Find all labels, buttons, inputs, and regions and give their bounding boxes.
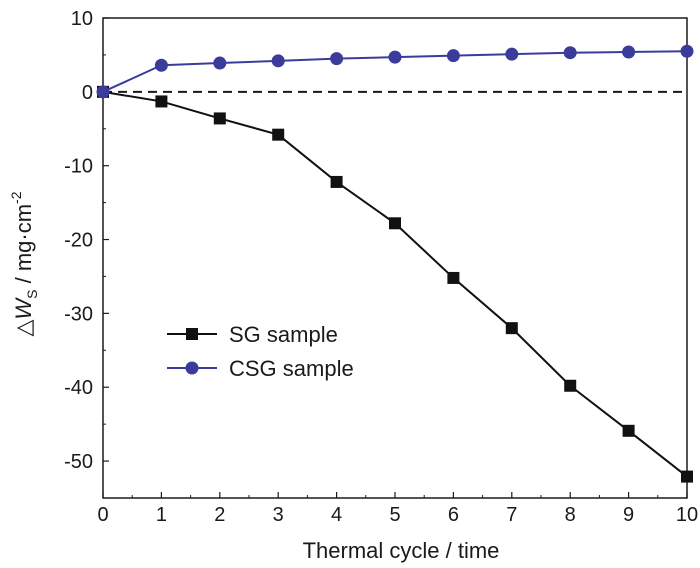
- legend-entry-sg: SG sample: [167, 322, 338, 347]
- x-tick-label: 9: [623, 504, 634, 526]
- x-tick-label: 6: [448, 504, 459, 526]
- y-axis-title: △WS / mg·cm-2: [8, 191, 40, 336]
- data-point-sg: [155, 95, 168, 108]
- x-axis-title: Thermal cycle / time: [303, 538, 500, 563]
- legend-label-sg: SG sample: [229, 322, 338, 347]
- legend-marker-csg: [185, 361, 199, 375]
- data-point-sg: [213, 112, 226, 125]
- y-axis-title-subscript: S: [24, 289, 40, 298]
- data-point-csg: [330, 52, 344, 66]
- data-point-csg: [154, 58, 168, 72]
- x-tick-label: 4: [331, 504, 342, 526]
- data-point-sg: [272, 128, 285, 141]
- x-tick-label: 1: [156, 504, 167, 526]
- x-tick-label: 8: [565, 504, 576, 526]
- y-axis-title-superscript: -2: [8, 191, 24, 204]
- series-sg: [97, 85, 693, 483]
- y-tick-label: 10: [71, 8, 93, 30]
- x-tick-label: 10: [676, 504, 698, 526]
- data-point-sg: [447, 271, 460, 284]
- y-axis-title-unit: / mg·cm: [11, 204, 36, 290]
- data-point-csg: [96, 85, 110, 99]
- data-point-csg: [563, 46, 577, 60]
- data-point-csg: [446, 49, 460, 63]
- plot-frame: [102, 17, 688, 499]
- legend: SG sample CSG sample: [167, 322, 354, 381]
- y-tick-label: -40: [64, 377, 93, 399]
- y-axis-title-prefix: △: [11, 320, 36, 337]
- x-tick-label: 7: [506, 504, 517, 526]
- legend-marker-sg: [186, 328, 198, 340]
- x-tick-label: 0: [97, 504, 108, 526]
- x-tick-label: 5: [389, 504, 400, 526]
- series-csg: [96, 44, 694, 99]
- y-tick-label: 0: [82, 82, 93, 104]
- data-point-csg: [622, 45, 636, 59]
- data-point-sg: [505, 322, 518, 335]
- legend-entry-csg: CSG sample: [167, 356, 354, 381]
- y-axis-title-variable: W: [11, 297, 36, 320]
- y-tick-label: -10: [64, 156, 93, 178]
- data-point-csg: [271, 54, 285, 68]
- data-point-csg: [213, 56, 227, 70]
- x-axis: 0 1 2 3 4 5 6 7 8 9 10: [97, 492, 698, 526]
- y-tick-label: -50: [64, 451, 93, 473]
- y-tick-label: -30: [64, 303, 93, 325]
- y-axis: 10 0 -10 -20 -30 -40 -50: [64, 8, 109, 499]
- x-tick-label: 2: [214, 504, 225, 526]
- data-point-csg: [388, 50, 402, 64]
- data-point-sg: [622, 424, 635, 437]
- series-layer: [96, 44, 694, 483]
- data-point-sg: [330, 175, 343, 188]
- legend-label-csg: CSG sample: [229, 356, 354, 381]
- data-point-csg: [505, 47, 519, 61]
- y-tick-label: -20: [64, 230, 93, 252]
- x-tick-label: 3: [273, 504, 284, 526]
- data-point-sg: [681, 470, 693, 483]
- data-point-csg: [680, 44, 694, 58]
- series-line-sg: [102, 90, 688, 478]
- plot-area: [102, 17, 688, 499]
- data-point-sg: [389, 217, 401, 230]
- data-point-sg: [564, 379, 577, 392]
